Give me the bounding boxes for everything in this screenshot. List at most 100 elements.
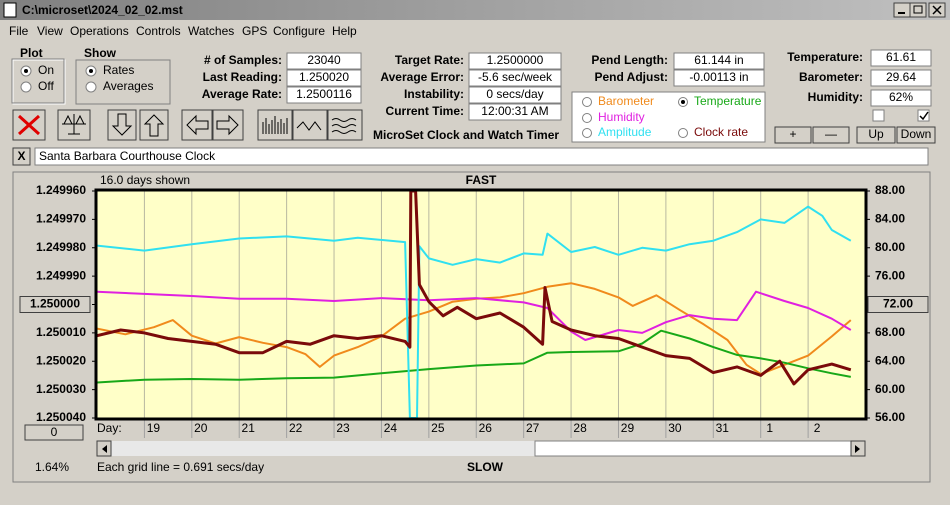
field-box bbox=[468, 69, 562, 87]
series-label[interactable]: Clock rate bbox=[694, 125, 748, 139]
scroll-thumb[interactable] bbox=[534, 440, 852, 457]
menu-item[interactable]: File bbox=[9, 24, 29, 38]
y2-tick-label: 60.00 bbox=[875, 382, 905, 396]
field-value: 0 secs/day bbox=[486, 87, 543, 101]
wave-button[interactable] bbox=[292, 109, 328, 141]
y2-tick-label: 56.00 bbox=[875, 410, 905, 424]
maximize[interactable] bbox=[909, 2, 927, 18]
x-tick-label: 20 bbox=[194, 421, 208, 435]
stop-button[interactable] bbox=[12, 109, 46, 141]
days-shown: 16.0 days shown bbox=[100, 173, 190, 187]
y2-tick-label: 84.00 bbox=[875, 212, 905, 226]
y-tick-label: 1.249990 bbox=[36, 268, 86, 282]
field-label: Current Time: bbox=[386, 104, 464, 118]
offset-label[interactable]: 0 bbox=[51, 425, 58, 439]
field-label: Average Error: bbox=[380, 70, 464, 84]
field-value: 29.64 bbox=[886, 70, 916, 84]
series-radio[interactable] bbox=[678, 128, 688, 138]
close-label[interactable]: X bbox=[17, 149, 25, 163]
series-radio-dot bbox=[681, 100, 685, 104]
fast-label: FAST bbox=[466, 173, 497, 187]
menu-item[interactable]: Configure bbox=[273, 24, 325, 38]
close-clock-button[interactable] bbox=[12, 147, 31, 166]
offset-button[interactable] bbox=[24, 424, 84, 441]
group-box bbox=[12, 59, 66, 105]
x-tick-label: 19 bbox=[147, 421, 161, 435]
sensor-button-label[interactable]: Down bbox=[901, 127, 932, 141]
x-tick-label: 21 bbox=[242, 421, 256, 435]
series-label[interactable]: Temperature bbox=[694, 94, 762, 108]
checkbox[interactable] bbox=[917, 109, 930, 122]
field-value: 1.250020 bbox=[299, 70, 349, 84]
series-label[interactable]: Amplitude bbox=[598, 125, 652, 139]
y2-tick-label: 64.00 bbox=[875, 353, 905, 367]
y2-tick-button[interactable] bbox=[867, 296, 929, 313]
menu-item[interactable]: Controls bbox=[136, 24, 181, 38]
x-tick-label: 31 bbox=[716, 421, 730, 435]
field-label: Instability: bbox=[404, 87, 464, 101]
radio-label[interactable]: Averages bbox=[103, 79, 153, 93]
x-tick-label: 28 bbox=[573, 421, 587, 435]
y-tick-button[interactable] bbox=[19, 296, 91, 313]
sensor-button-label[interactable]: Up bbox=[868, 127, 884, 141]
series-radio[interactable] bbox=[582, 128, 592, 138]
field-box bbox=[286, 52, 362, 70]
title-bar bbox=[0, 0, 950, 20]
field-box bbox=[870, 49, 932, 67]
minimize[interactable] bbox=[893, 2, 911, 18]
window-title: C:\microset\2024_02_02.mst bbox=[22, 3, 183, 17]
sensor-button-label[interactable]: — bbox=[825, 127, 837, 141]
percent-label: 1.64% bbox=[35, 460, 69, 474]
x-tick-label: 29 bbox=[621, 421, 635, 435]
menu-item[interactable]: GPS bbox=[242, 24, 267, 38]
app-icon bbox=[3, 2, 17, 18]
series-radio[interactable] bbox=[582, 97, 592, 107]
radio[interactable] bbox=[85, 81, 97, 93]
series-line bbox=[97, 205, 852, 418]
x-tick-label: 22 bbox=[289, 421, 303, 435]
series-radio[interactable] bbox=[582, 113, 592, 123]
y-tick-label: 1.250010 bbox=[36, 325, 86, 339]
y-tick-label: 1.250030 bbox=[36, 382, 86, 396]
x-tick-label: 24 bbox=[384, 421, 398, 435]
series-line bbox=[97, 290, 852, 341]
series-label[interactable]: Humidity bbox=[598, 110, 645, 124]
x-tick-label: 25 bbox=[431, 421, 445, 435]
radio[interactable] bbox=[20, 81, 32, 93]
clock-name-field[interactable] bbox=[34, 147, 929, 166]
menu-item[interactable]: Help bbox=[332, 24, 357, 38]
field-box bbox=[870, 89, 932, 107]
radio-label[interactable]: On bbox=[38, 63, 54, 77]
menu-bar: File View Operations Controls Watches GPS Conf… bbox=[9, 24, 357, 38]
field-label: Pend Length: bbox=[591, 53, 668, 67]
field-box bbox=[468, 103, 562, 121]
field-value: 1.2500000 bbox=[487, 53, 544, 67]
radio-label[interactable]: Rates bbox=[103, 63, 134, 77]
sensor-button[interactable] bbox=[812, 126, 850, 144]
menu-item[interactable]: Watches bbox=[188, 24, 234, 38]
y-tick-label: 1.249970 bbox=[36, 212, 86, 226]
sensor-button[interactable] bbox=[896, 126, 936, 144]
field-label: Last Reading: bbox=[203, 70, 282, 84]
field-value: 1.2500116 bbox=[296, 87, 352, 101]
y2-tick-label[interactable]: 72.00 bbox=[883, 297, 913, 311]
sensor-button-label[interactable]: + bbox=[789, 127, 796, 141]
checkbox[interactable] bbox=[872, 109, 885, 122]
readouts: # of Samples: 23040 Last Reading: 1.250020 A… bbox=[202, 49, 932, 121]
y-tick-label[interactable]: 1.250000 bbox=[30, 297, 80, 311]
clock-name[interactable]: Santa Barbara Courthouse Clock bbox=[39, 149, 216, 163]
menu-item[interactable]: Operations bbox=[70, 24, 129, 38]
x-tick-label: 27 bbox=[526, 421, 540, 435]
series-label[interactable]: Barometer bbox=[598, 94, 654, 108]
field-box bbox=[673, 52, 765, 70]
grid-note: Each grid line = 0.691 secs/day bbox=[97, 460, 264, 474]
radio-label[interactable]: Off bbox=[38, 79, 54, 93]
y-tick-label: 1.250040 bbox=[36, 410, 86, 424]
sensor-button[interactable] bbox=[774, 126, 812, 144]
field-label: Pend Adjust: bbox=[594, 70, 668, 84]
field-value: -0.00113 in bbox=[689, 70, 748, 84]
sensor-button[interactable] bbox=[856, 126, 896, 144]
menu-item[interactable]: View bbox=[37, 24, 63, 38]
window-controls[interactable] bbox=[893, 2, 946, 18]
